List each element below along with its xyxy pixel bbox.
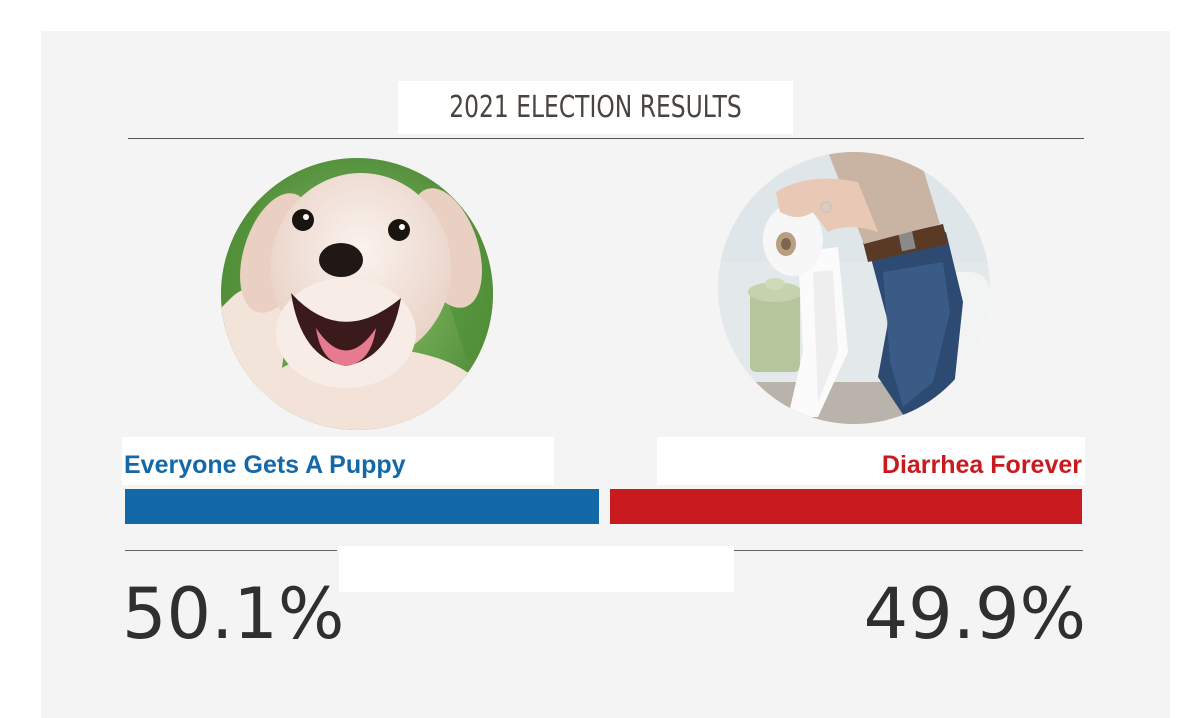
- title-box: 2021 ELECTION RESULTS: [398, 81, 793, 134]
- page-title: 2021 ELECTION RESULTS: [449, 90, 742, 125]
- candidate-left-name: Everyone Gets A Puppy: [124, 451, 406, 479]
- candidate-right-bar: [610, 489, 1082, 524]
- candidate-right-name: Diarrhea Forever: [881, 451, 1082, 479]
- candidate-left-percent: 50.1%: [122, 573, 345, 655]
- results-card: [41, 31, 1170, 718]
- left-divider: [125, 550, 337, 551]
- puppy-photo: [221, 158, 493, 430]
- center-label-box: [339, 546, 734, 592]
- right-divider: [734, 550, 1083, 551]
- toilet-paper-photo: [718, 152, 990, 424]
- candidate-left-avatar: [221, 158, 493, 430]
- candidate-right-name-box: [657, 437, 1085, 485]
- candidate-right-avatar: [718, 152, 990, 424]
- candidate-left-bar: [125, 489, 599, 524]
- title-divider: [128, 138, 1084, 139]
- candidate-right-percent: 49.9%: [863, 573, 1086, 655]
- candidate-left-name-box: [122, 437, 554, 485]
